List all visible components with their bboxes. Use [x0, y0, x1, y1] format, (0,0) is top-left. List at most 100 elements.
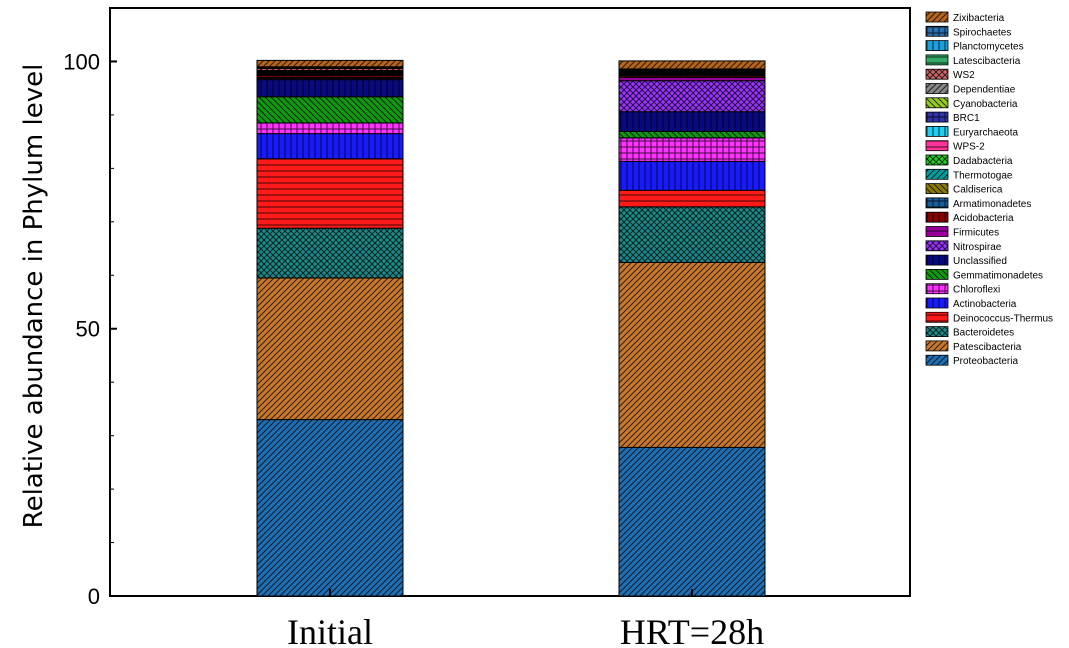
legend-swatch [925, 183, 949, 195]
legend-item: WPS-2 [925, 140, 985, 153]
legend-swatch [925, 97, 949, 109]
legend-swatch [925, 11, 949, 23]
legend-item: Dadabacteria [925, 154, 1013, 167]
legend-item: Firmicutes [925, 226, 999, 239]
legend-item: Actinobacteria [925, 297, 1017, 310]
bar-segment [618, 111, 766, 132]
legend-swatch [925, 168, 949, 180]
legend-label: Patescibacteria [953, 342, 1022, 353]
legend-label: Armatimonadetes [953, 199, 1031, 210]
bar-segment [256, 122, 404, 135]
bar-segment [618, 446, 766, 597]
legend-swatch [925, 297, 949, 309]
axes: 0 50 100 Initial HRT=28h [63, 49, 764, 648]
legend-label: Latescibacteria [953, 56, 1021, 67]
legend-label: Cyanobacteria [953, 99, 1018, 110]
legend-swatch [925, 226, 949, 237]
bar-stack-1 [618, 60, 766, 597]
legend-item: Zixibacteria [925, 11, 1005, 24]
legend-item: Planctomycetes [925, 40, 1024, 53]
legend-label: Thermotogae [953, 170, 1013, 181]
legend-label: Firmicutes [953, 228, 999, 239]
legend-item: Patescibacteria [925, 340, 1022, 353]
bar-segment [256, 133, 404, 160]
legend-swatch [925, 25, 949, 37]
legend-swatch [925, 54, 949, 66]
legend-label: Dependentiae [953, 85, 1016, 96]
bar-segment [256, 227, 404, 279]
legend-item: Spirochaetes [925, 25, 1011, 38]
y-tick-label: 0 [88, 584, 100, 609]
legend-item: Caldiserica [925, 183, 1003, 196]
legend-swatch [925, 126, 949, 137]
y-axis-label: Relative abundance in Phylum level [19, 64, 49, 529]
legend-label: Planctomycetes [953, 42, 1024, 53]
legend-swatch [925, 268, 949, 280]
legend-swatch [925, 254, 949, 266]
legend-label: Zixibacteria [953, 13, 1005, 24]
legend-item: Latescibacteria [925, 54, 1021, 67]
legend-swatch [925, 240, 949, 252]
legend: Zixibacteria Spirochaetes Planctomycetes La… [925, 11, 1053, 367]
legend-item: Nitrospirae [925, 240, 1002, 253]
legend-label: Deinococcus-Thermus [953, 313, 1053, 324]
legend-item: Bacteroidetes [925, 326, 1014, 339]
legend-label: Proteobacteria [953, 356, 1018, 367]
bars [256, 59, 766, 597]
legend-item: Unclassified [925, 254, 1007, 267]
bar-segment [256, 419, 404, 597]
bar-segment [256, 79, 404, 98]
legend-swatch [925, 68, 949, 80]
legend-swatch [925, 354, 949, 366]
legend-item: Proteobacteria [925, 354, 1018, 367]
legend-label: WS2 [953, 70, 975, 81]
bar-segment [256, 59, 404, 68]
legend-swatch [925, 340, 949, 352]
legend-label: Nitrospirae [953, 242, 1002, 253]
y-tick-label: 50 [76, 317, 100, 342]
bar-stack-0 [256, 59, 404, 597]
legend-label: Acidobacteria [953, 213, 1014, 224]
legend-item: Euryarchaeota [925, 126, 1018, 138]
legend-label: Caldiserica [953, 185, 1003, 196]
legend-swatch [925, 40, 949, 51]
legend-item: Deinococcus-Thermus [925, 311, 1053, 324]
bar-segment [618, 130, 766, 139]
legend-label: Chloroflexi [953, 285, 1000, 296]
legend-item: Dependentiae [925, 83, 1016, 96]
legend-swatch [925, 211, 949, 223]
legend-item: Cyanobacteria [925, 97, 1018, 110]
legend-item: Gemmatimonadetes [925, 268, 1043, 281]
bar-segment [618, 189, 766, 208]
bar-segment [618, 137, 766, 162]
legend-item: Armatimonadetes [925, 197, 1031, 210]
legend-label: WPS-2 [953, 142, 985, 153]
bar-segment [256, 158, 404, 229]
bar-segment [618, 80, 766, 113]
legend-item: Thermotogae [925, 168, 1013, 181]
legend-label: Gemmatimonadetes [953, 270, 1043, 281]
bar-segment [256, 277, 404, 421]
legend-swatch [925, 83, 949, 94]
legend-label: BRC1 [953, 113, 980, 124]
legend-swatch [925, 197, 949, 209]
bar-segment [618, 160, 766, 191]
legend-swatch [925, 140, 949, 152]
legend-label: Dadabacteria [953, 156, 1013, 167]
legend-label: Spirochaetes [953, 27, 1011, 38]
bar-segment [618, 261, 766, 448]
y-tick-label: 100 [63, 49, 100, 74]
plot-area [109, 7, 911, 597]
plot-frame [109, 7, 911, 597]
legend-swatch [925, 311, 949, 323]
legend-swatch [925, 326, 949, 338]
legend-swatch [925, 283, 949, 295]
legend-label: Euryarchaeota [953, 127, 1018, 138]
bar-segment [618, 206, 766, 263]
bar-segment [256, 96, 404, 124]
legend-label: Actinobacteria [953, 299, 1017, 310]
legend-swatch [925, 154, 949, 166]
legend-item: Acidobacteria [925, 211, 1014, 224]
x-tick-label: HRT=28h [620, 612, 764, 648]
